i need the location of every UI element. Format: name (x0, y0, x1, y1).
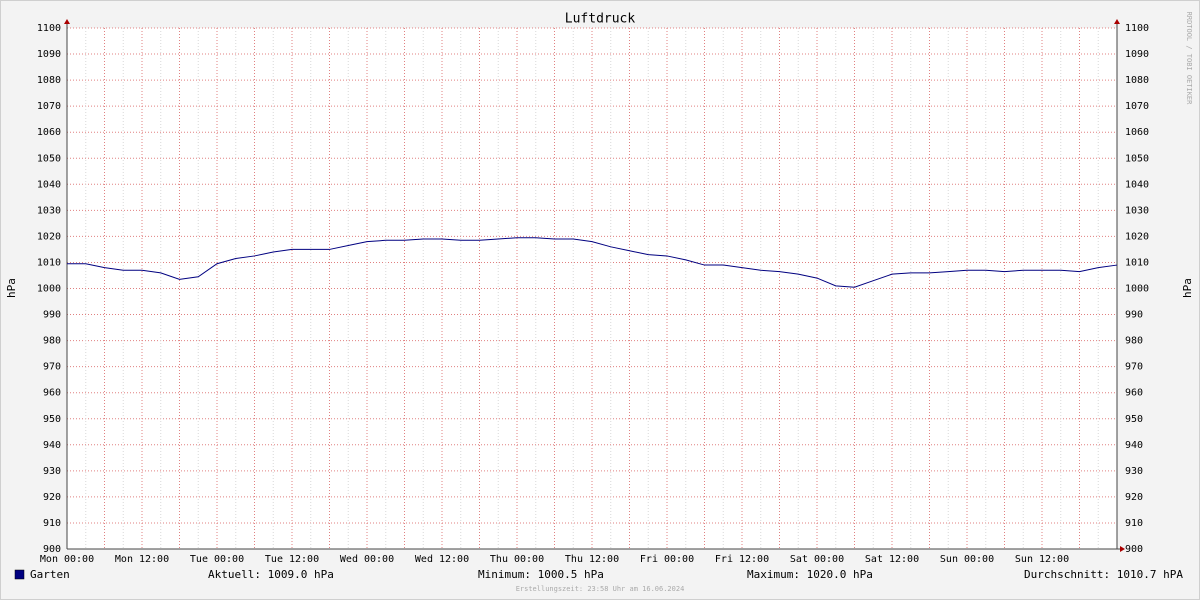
y2-tick-label: 1090 (1125, 49, 1149, 60)
y2-tick-label: 900 (1125, 544, 1143, 555)
y-tick-label: 970 (43, 362, 61, 373)
y-tick-label: 940 (43, 440, 61, 451)
axis-arrow (1120, 546, 1125, 552)
y-tick-label: 960 (43, 388, 61, 399)
y2-tick-label: 1040 (1125, 179, 1149, 190)
y2-tick-label: 950 (1125, 414, 1143, 425)
chart-title: Luftdruck (565, 12, 636, 27)
axis-arrow (64, 19, 70, 24)
watermark: RRDTOOL / TOBI OETIKER (1185, 12, 1193, 106)
x-tick-label: Sat 12:00 (865, 554, 919, 565)
y-tick-label: 920 (43, 492, 61, 503)
y-tick-label: 1020 (37, 231, 61, 242)
y2-tick-label: 1010 (1125, 257, 1149, 268)
y-axis-label: hPa (5, 278, 18, 298)
legend-swatch (14, 569, 25, 580)
x-tick-label: Tue 00:00 (190, 554, 244, 565)
y-tick-label: 930 (43, 466, 61, 477)
y2-tick-label: 1050 (1125, 153, 1149, 164)
y-tick-label: 1080 (37, 75, 61, 86)
y-tick-label: 1050 (37, 153, 61, 164)
x-tick-label: Fri 12:00 (715, 554, 769, 565)
x-tick-label: Tue 12:00 (265, 554, 319, 565)
y2-tick-label: 910 (1125, 518, 1143, 529)
y2-tick-label: 1060 (1125, 127, 1149, 138)
y2-tick-label: 1000 (1125, 284, 1149, 295)
y2-tick-label: 1020 (1125, 231, 1149, 242)
y2-tick-label: 990 (1125, 310, 1143, 321)
x-tick-label: Thu 00:00 (490, 554, 544, 565)
y-tick-label: 980 (43, 336, 61, 347)
y2-tick-label: 1100 (1125, 23, 1149, 34)
line (67, 237, 1118, 288)
y-tick-label: 1070 (37, 101, 61, 112)
y-tick-label: 1000 (37, 284, 61, 295)
y-tick-label: 1100 (37, 23, 61, 34)
y2-tick-label: 1070 (1125, 101, 1149, 112)
x-tick-label: Mon 00:00 (40, 554, 94, 565)
x-tick-label: Thu 12:00 (565, 554, 619, 565)
footer: Erstellungszeit: 23:58 Uhr am 16.06.2024 (516, 585, 685, 593)
x-tick-label: Wed 00:00 (340, 554, 394, 565)
y-tick-label: 950 (43, 414, 61, 425)
axis-arrow (1114, 19, 1120, 24)
y-tick-label: 900 (43, 544, 61, 555)
y2-tick-label: 930 (1125, 466, 1143, 477)
y2-tick-label: 980 (1125, 336, 1143, 347)
y-tick-label: 990 (43, 310, 61, 321)
y2-tick-label: 920 (1125, 492, 1143, 503)
legend-stat: Aktuell: 1009.0 hPa (208, 568, 334, 581)
y-tick-label: 1060 (37, 127, 61, 138)
y2-axis-label: hPa (1181, 278, 1194, 298)
legend-stat: Durchschnitt: 1010.7 hPA (1024, 568, 1183, 581)
y2-tick-label: 940 (1125, 440, 1143, 451)
x-tick-label: Fri 00:00 (640, 554, 694, 565)
y-tick-label: 910 (43, 518, 61, 529)
legend-label: Garten (30, 568, 70, 581)
x-tick-label: Sun 00:00 (940, 554, 994, 565)
x-tick-label: Sun 12:00 (1015, 554, 1069, 565)
y-tick-label: 1040 (37, 179, 61, 190)
legend-stat: Minimum: 1000.5 hPa (478, 568, 604, 581)
y-tick-label: 1010 (37, 257, 61, 268)
y2-tick-label: 1030 (1125, 205, 1149, 216)
x-tick-label: Sat 00:00 (790, 554, 844, 565)
y2-tick-label: 960 (1125, 388, 1143, 399)
y-tick-label: 1090 (37, 49, 61, 60)
legend-stat: Maximum: 1020.0 hPa (747, 568, 873, 581)
y2-tick-label: 1080 (1125, 75, 1149, 86)
y2-tick-label: 970 (1125, 362, 1143, 373)
x-tick-label: Mon 12:00 (115, 554, 169, 565)
y-tick-label: 1030 (37, 205, 61, 216)
grid (66, 27, 1118, 550)
x-tick-label: Wed 12:00 (415, 554, 469, 565)
